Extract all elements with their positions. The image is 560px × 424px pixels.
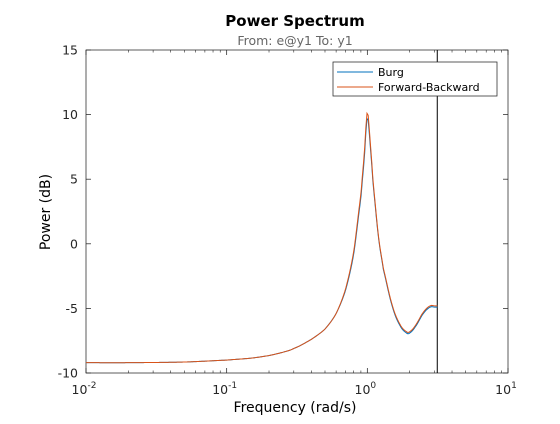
y-tick-label: 10 — [62, 107, 78, 122]
x-tick-label: 10-2 — [72, 381, 97, 397]
x-tick-label: 100 — [355, 381, 377, 397]
series-line-forward-backward — [86, 111, 438, 364]
chart-subtitle: From: e@y1 To: y1 — [237, 33, 352, 48]
plot-area: 10-2 10-1 100 101 -10 -5 0 5 10 15 Burg Forward-Bac… — [58, 43, 517, 398]
y-tick-label: -5 — [66, 301, 78, 316]
x-tick-label: 101 — [495, 381, 517, 397]
chart-title: Power Spectrum — [225, 12, 364, 30]
legend-label: Forward-Backward — [378, 81, 480, 94]
y-tick-label: 15 — [62, 43, 78, 58]
y-axis-label: Power (dB) — [38, 174, 54, 250]
x-axis-label: Frequency (rad/s) — [234, 400, 357, 416]
y-tick-label: 0 — [70, 236, 78, 251]
axes-box — [85, 49, 509, 374]
y-tick-label: 5 — [70, 172, 78, 187]
x-tick-label: 10-1 — [212, 381, 237, 397]
y-tick-label: -10 — [58, 366, 78, 381]
legend-label: Burg — [378, 66, 404, 79]
legend-box — [332, 61, 498, 97]
